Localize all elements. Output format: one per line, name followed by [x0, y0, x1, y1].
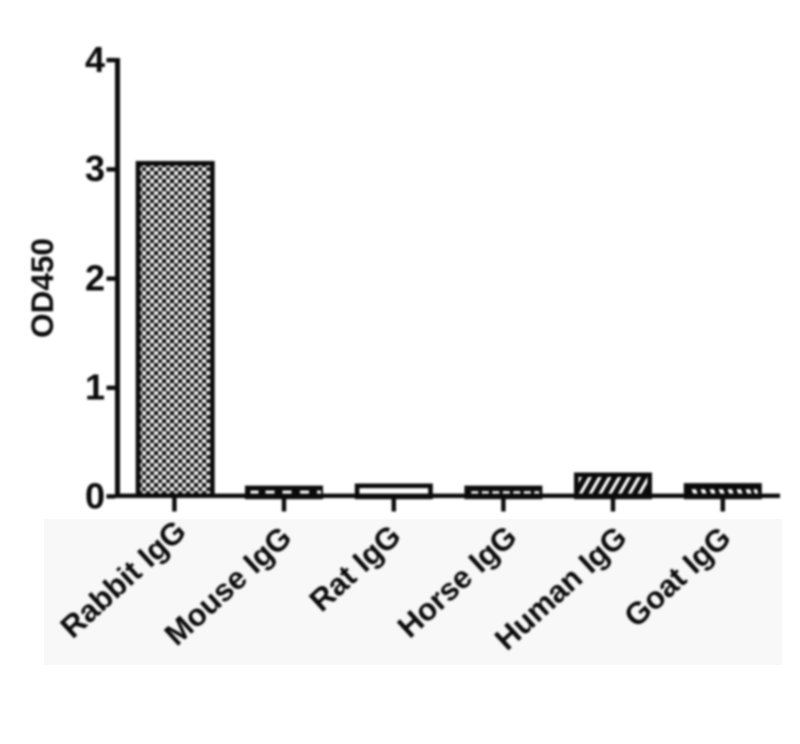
svg-text:4: 4	[85, 39, 105, 80]
svg-text:0: 0	[85, 475, 105, 516]
svg-text:OD450: OD450	[24, 238, 60, 338]
svg-text:3: 3	[85, 148, 105, 189]
svg-text:2: 2	[85, 257, 105, 298]
svg-text:1: 1	[85, 367, 105, 408]
